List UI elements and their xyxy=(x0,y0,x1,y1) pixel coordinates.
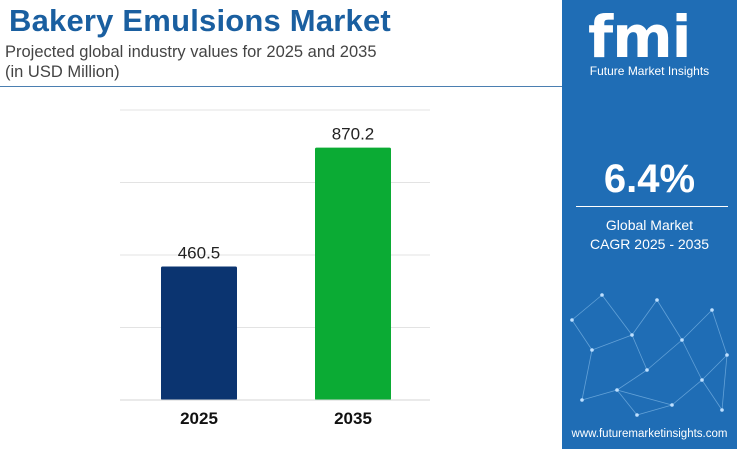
cagr-label: Global Market CAGR 2025 - 2035 xyxy=(589,217,710,252)
network-link xyxy=(636,404,673,416)
network-link xyxy=(646,339,683,371)
bar-2025 xyxy=(161,266,237,400)
network-node xyxy=(590,348,594,352)
bar-2035 xyxy=(315,147,391,400)
network-link xyxy=(681,309,713,341)
header-divider xyxy=(0,86,562,87)
network-graphic xyxy=(570,293,729,417)
network-link xyxy=(571,294,603,321)
network-node xyxy=(680,338,684,342)
network-link xyxy=(616,369,648,391)
x-tick-2025: 2025 xyxy=(180,409,218,428)
network-link xyxy=(631,334,648,371)
cagr-value: 6.4% xyxy=(603,157,696,201)
network-link xyxy=(681,339,703,381)
network-node xyxy=(655,298,659,302)
network-node xyxy=(570,318,574,322)
network-link xyxy=(656,299,683,341)
network-node xyxy=(700,378,704,382)
network-link xyxy=(601,294,633,336)
network-node xyxy=(635,413,639,417)
x-tick-2035: 2035 xyxy=(334,409,372,428)
network-link xyxy=(701,379,723,411)
network-link xyxy=(701,354,728,381)
network-node xyxy=(670,403,674,407)
website-url: www.futuremarketinsights.com xyxy=(571,428,728,440)
network-link xyxy=(721,354,728,411)
cagr-divider xyxy=(576,206,728,207)
network-link xyxy=(616,389,673,406)
network-link xyxy=(581,389,618,401)
network-node xyxy=(725,353,729,357)
page-title: Bakery Emulsions Market xyxy=(9,3,391,38)
page-subtitle: Projected global industry values for 202… xyxy=(5,43,377,81)
network-node xyxy=(720,408,724,412)
network-node xyxy=(580,398,584,402)
network-node xyxy=(615,388,619,392)
network-link xyxy=(631,299,658,336)
network-link xyxy=(711,309,728,356)
bar-chart: 460.5 2025 870.2 2035 xyxy=(120,109,430,428)
logo-caption: Future Market Insights xyxy=(589,64,710,78)
chart-panel: Bakery Emulsions Market Projected global… xyxy=(0,3,562,428)
data-label-2035: 870.2 xyxy=(332,125,375,144)
network-link xyxy=(671,379,703,406)
fmi-logo: fmi xyxy=(588,3,692,71)
network-node xyxy=(710,308,714,312)
network-node xyxy=(645,368,649,372)
network-link xyxy=(591,334,633,351)
data-label-2025: 460.5 xyxy=(178,243,221,262)
sidebar-panel: fmi Future Market Insights 6.4% Global M… xyxy=(562,0,737,449)
network-link xyxy=(571,319,593,351)
network-link xyxy=(616,389,638,416)
network-node xyxy=(630,333,634,337)
network-link xyxy=(581,349,593,401)
network-node xyxy=(600,293,604,297)
